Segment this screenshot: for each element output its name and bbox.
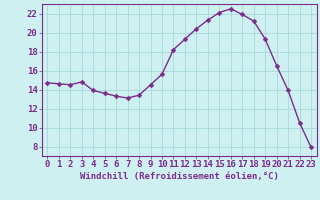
X-axis label: Windchill (Refroidissement éolien,°C): Windchill (Refroidissement éolien,°C) <box>80 172 279 181</box>
